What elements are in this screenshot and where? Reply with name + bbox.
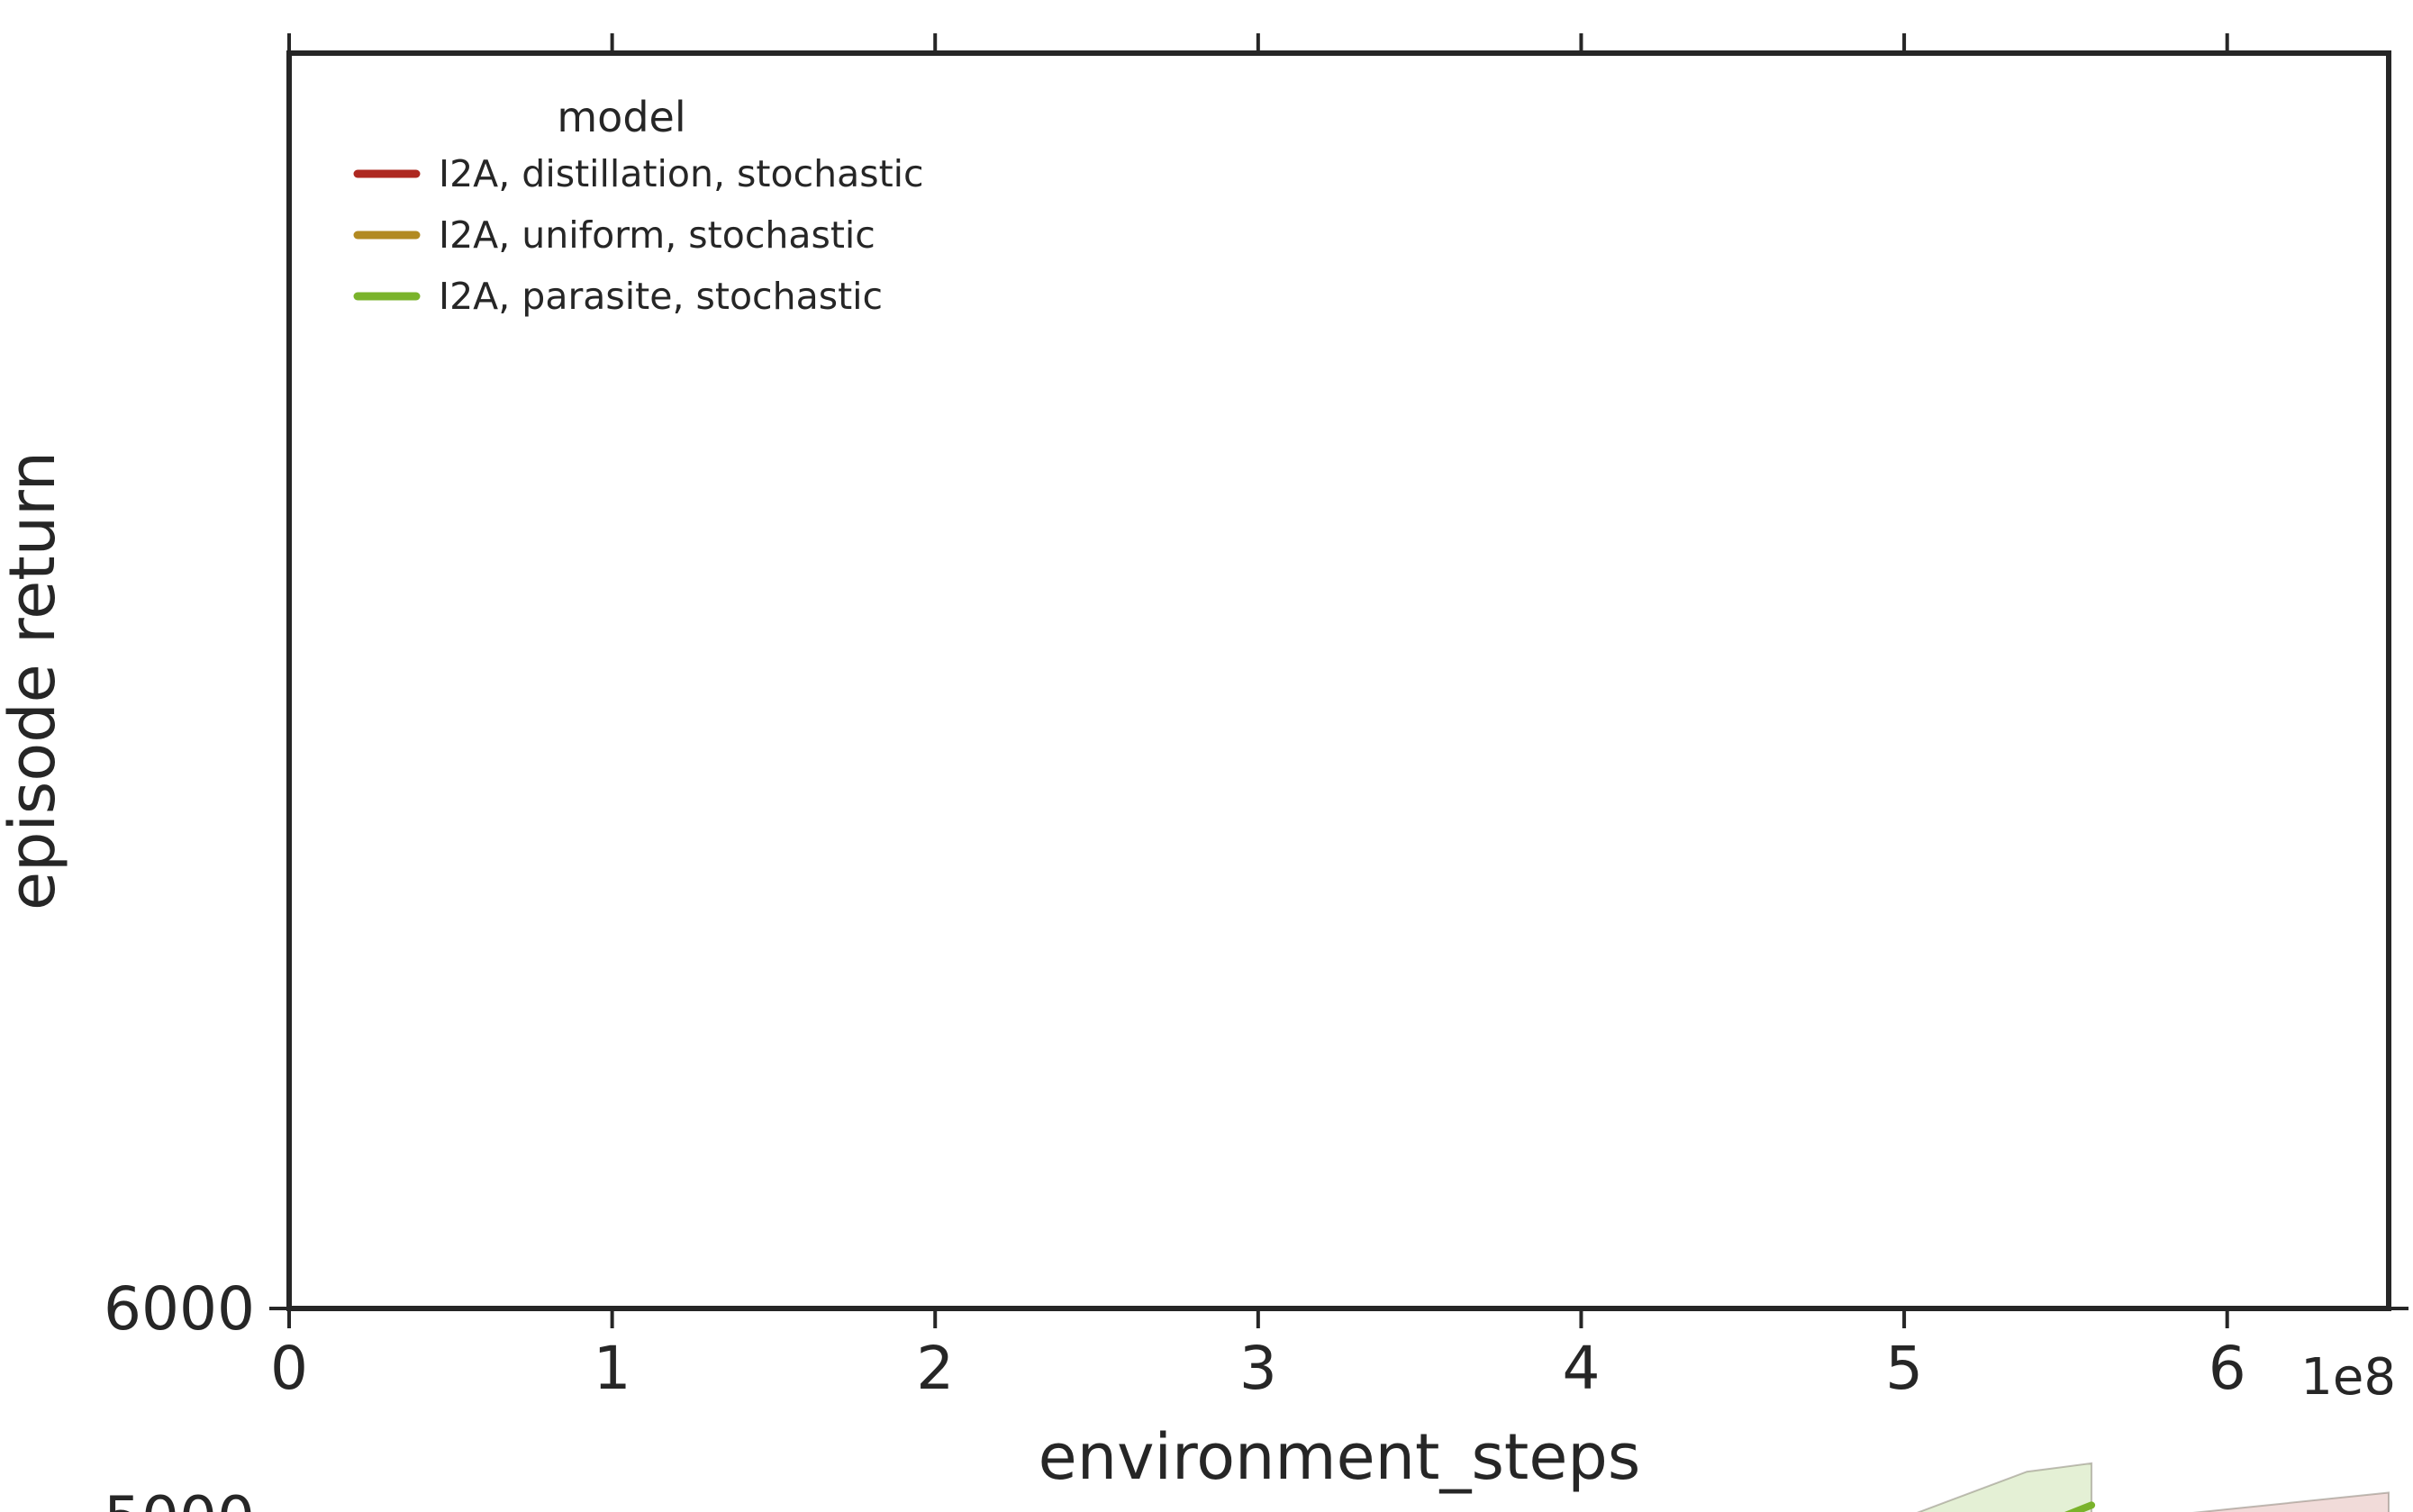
legend-label-uniform: I2A, uniform, stochastic — [439, 213, 875, 257]
confidence-band-parasite — [1917, 1462, 2093, 1512]
legend-item-uniform: I2A, uniform, stochastic — [353, 213, 875, 257]
tick-labels: 01234560100020003000400050006000 — [104, 1274, 2246, 1512]
band-area — [2192, 1491, 2390, 1512]
x-tick-label: 2 — [916, 1334, 954, 1403]
plot-frame — [286, 50, 2391, 1311]
x-tick-label: 3 — [1239, 1334, 1277, 1403]
legend-label-parasite: I2A, parasite, stochastic — [439, 275, 883, 318]
y-tick-label: 5000 — [104, 1483, 255, 1512]
x-tick-label: 1 — [594, 1334, 631, 1403]
legend-label-distillation: I2A, distillation, stochastic — [439, 152, 924, 195]
x-tick-label: 5 — [1885, 1334, 1923, 1403]
y-tick-label: 6000 — [104, 1274, 255, 1344]
series-line-parasite — [2064, 1501, 2096, 1512]
x-axis-offset-text: 1e8 — [2300, 1348, 2396, 1407]
x-axis-label: environment_steps — [1039, 1420, 1641, 1494]
legend: model I2A, distillation, stochastic I2A,… — [353, 93, 924, 318]
data-line — [2064, 1501, 2096, 1512]
x-tick-label: 6 — [2209, 1334, 2246, 1403]
y-axis-label: episode return — [0, 451, 69, 910]
legend-item-distillation: I2A, distillation, stochastic — [353, 152, 924, 195]
x-tick-label: 4 — [1562, 1334, 1600, 1403]
axes — [269, 33, 2408, 1328]
confidence-band-distillation — [2192, 1491, 2390, 1512]
legend-item-parasite: I2A, parasite, stochastic — [353, 275, 883, 318]
band-area — [1917, 1462, 2093, 1512]
x-tick-label: 0 — [270, 1334, 308, 1403]
legend-title: model — [557, 93, 685, 141]
